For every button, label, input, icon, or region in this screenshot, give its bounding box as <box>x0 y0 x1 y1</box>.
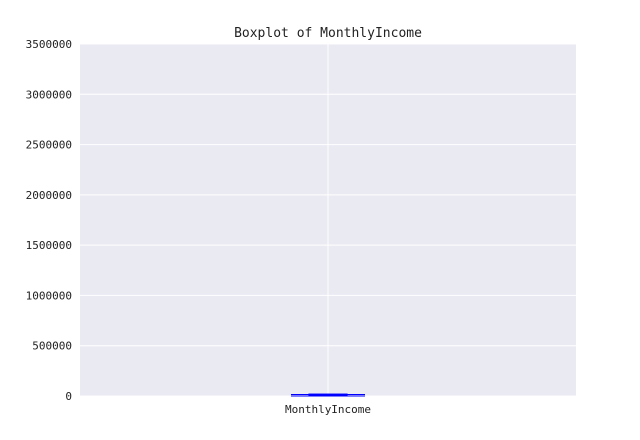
y-tick-label: 3500000 <box>26 38 72 51</box>
y-tick-label: 0 <box>65 390 72 403</box>
y-tick-label: 500000 <box>32 340 72 353</box>
y-tick-label: 2500000 <box>26 139 72 152</box>
x-tick-label: MonthlyIncome <box>285 403 371 416</box>
chart-title: Boxplot of MonthlyIncome <box>234 26 422 41</box>
y-tick-label: 1000000 <box>26 289 72 302</box>
y-tick-label: 3000000 <box>26 88 72 101</box>
y-tick-label: 2000000 <box>26 189 72 202</box>
y-tick-label: 1500000 <box>26 239 72 252</box>
plot-area: 0 500000 1000000 1500000 2000000 2500000 30000… <box>26 38 576 416</box>
